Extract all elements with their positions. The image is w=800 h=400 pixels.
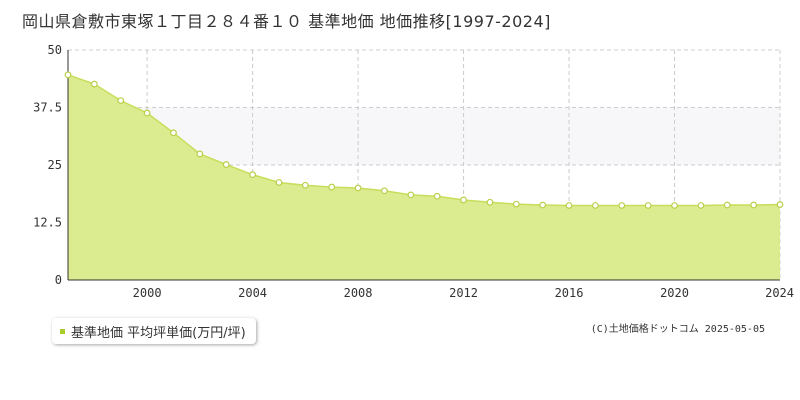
data-point <box>407 191 415 199</box>
data-point <box>644 202 652 209</box>
x-tick-labels: 2000 2004 2008 2012 2016 2020 2024 <box>133 286 794 300</box>
data-point <box>565 202 573 209</box>
legend: 基準地価 平均坪単価(万円/坪) <box>52 318 256 344</box>
data-point <box>592 202 599 209</box>
y-tick-labels: 0 12.5 25 37.5 50 <box>33 43 62 287</box>
x-tick-label: 2008 <box>344 286 373 300</box>
legend-label: 基準地価 平均坪単価(万円/坪) <box>71 325 246 341</box>
data-point <box>671 202 678 209</box>
data-point <box>64 71 72 79</box>
data-point <box>90 80 98 88</box>
data-point <box>433 192 441 200</box>
y-tick-label: 12.5 <box>33 216 62 230</box>
series-line <box>67 74 781 207</box>
x-tick-label: 2004 <box>238 286 267 300</box>
area-layer <box>67 74 781 280</box>
x-tick-label: 2000 <box>133 286 162 300</box>
y-tick-label: 50 <box>48 43 62 57</box>
axis-layer <box>67 50 780 281</box>
chart-title: 岡山県倉敷市東塚１丁目２８４番１０ 基準地価 地価推移[1997-2024] <box>22 12 551 31</box>
data-point <box>170 129 177 137</box>
x-tick-label: 2024 <box>765 286 794 300</box>
data-point <box>354 184 362 192</box>
data-point <box>618 202 626 209</box>
x-tick-label: 2016 <box>555 286 584 300</box>
y-tick-label: 25 <box>48 158 62 172</box>
data-point <box>512 200 520 208</box>
copyright-text: (C)土地価格ドットコム 2025-05-05 <box>590 324 765 335</box>
data-point <box>328 183 336 191</box>
marker-layer <box>64 71 784 209</box>
x-tick-label: 2020 <box>660 286 689 300</box>
data-point <box>723 201 731 209</box>
y-tick-label: 0 <box>55 273 62 287</box>
data-point <box>117 97 125 104</box>
data-point <box>460 196 467 204</box>
y-tick-label: 37.5 <box>33 101 62 115</box>
series-area <box>68 74 780 280</box>
data-point <box>275 179 283 186</box>
legend-swatch <box>60 328 65 334</box>
data-point <box>776 201 784 208</box>
data-point <box>143 109 151 117</box>
data-point <box>196 150 204 158</box>
data-point <box>381 187 388 195</box>
data-point <box>249 171 256 179</box>
data-point <box>539 201 547 209</box>
data-point <box>222 161 230 168</box>
data-point <box>697 202 705 209</box>
data-point <box>486 198 494 206</box>
data-point <box>750 201 758 209</box>
data-point <box>301 181 309 189</box>
x-tick-label: 2012 <box>449 286 478 300</box>
